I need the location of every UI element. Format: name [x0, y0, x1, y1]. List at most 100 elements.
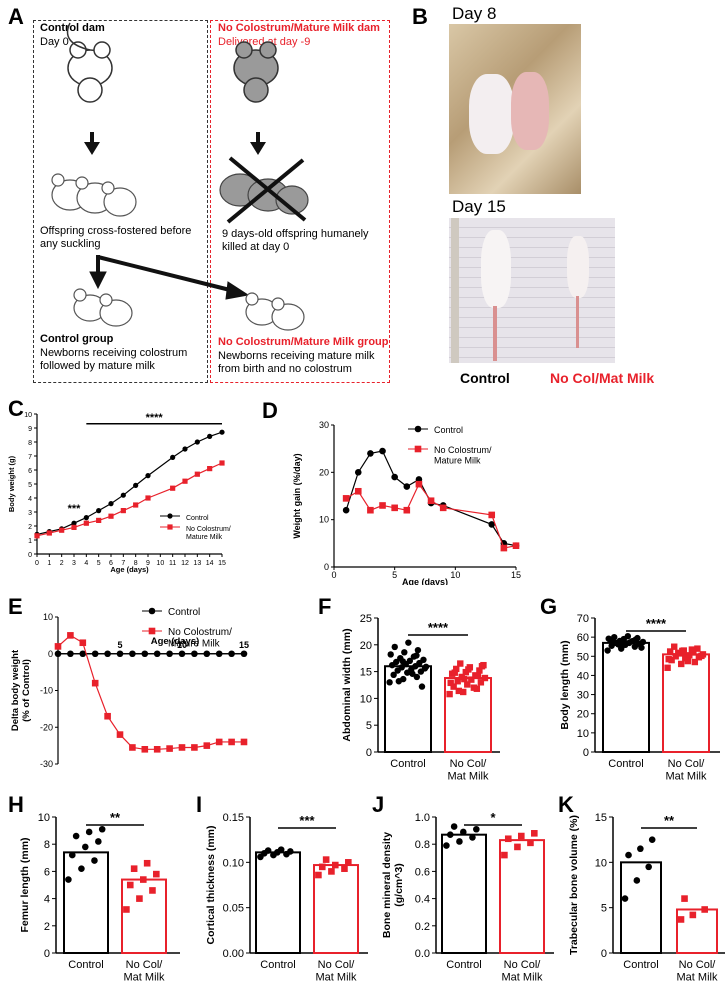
data-point: [139, 876, 147, 883]
data-point: [219, 460, 225, 466]
bar: [499, 839, 545, 954]
control-group-desc: Newborns receiving colostrum followed by…: [40, 347, 188, 372]
x-tick-label: 11: [169, 560, 176, 567]
x-axis-label: Age (days): [110, 565, 149, 574]
chart-h: 0 2 4 6 8 10 Femur length (mm) Control No Col/Ma…: [19, 810, 180, 984]
data-point: [342, 495, 350, 502]
y-tick-label: 0: [44, 948, 50, 960]
y-axis-label: Bone mineral density(g/cm^3): [381, 832, 405, 938]
y-tick-label: 8: [44, 839, 50, 851]
data-point: [689, 911, 697, 919]
data-point: [391, 643, 398, 651]
y-tick-label: 20: [360, 640, 372, 652]
data-point: [675, 649, 682, 657]
data-point: [504, 835, 512, 843]
legend-label: Control: [434, 425, 463, 435]
data-point: [228, 738, 235, 746]
y-axis-label: Body length (mm): [559, 640, 571, 729]
bar: [602, 641, 650, 754]
x-tick-label: 0: [331, 570, 336, 580]
data-point: [331, 861, 339, 869]
significance-label: ****: [146, 412, 164, 424]
control-dam-day: Day 0: [40, 36, 69, 48]
killed-text: 9 days-old offspring humanely killed at …: [222, 228, 369, 253]
category-label: Control: [623, 959, 658, 971]
data-point: [85, 828, 93, 836]
data-point: [488, 521, 496, 528]
data-point: [322, 856, 330, 863]
data-point: [514, 843, 521, 851]
x-tick-label: 2: [60, 560, 64, 567]
data-point: [141, 746, 149, 753]
data-point: [679, 647, 686, 655]
data-point: [403, 506, 411, 514]
x-tick-label: 10: [450, 570, 460, 580]
y-tick-label: 0.6: [415, 866, 430, 878]
data-point: [665, 655, 672, 663]
series-line: [345, 450, 517, 547]
data-point: [604, 647, 611, 654]
data-point: [666, 648, 674, 655]
category-label: Control: [68, 959, 103, 971]
panel-label-d: D: [262, 398, 278, 423]
data-point: [379, 447, 386, 455]
data-point: [465, 666, 472, 673]
y-tick-label: 2: [28, 524, 32, 531]
data-point: [446, 831, 454, 838]
data-point: [166, 650, 173, 658]
x-tick-label: 5: [97, 560, 101, 567]
legend-marker: [148, 627, 156, 635]
data-point: [153, 746, 161, 753]
chart-g: 0 10 20 30 40 50 60 70 Body length (mm) Control No…: [559, 613, 720, 783]
data-point: [129, 744, 136, 751]
x-tick-label: 1: [47, 560, 51, 567]
y-axis-label: Femur length (mm): [19, 837, 31, 932]
data-point: [478, 663, 486, 670]
significance-label: *: [490, 810, 496, 825]
y-tick-label: 6: [44, 866, 50, 878]
data-point: [341, 865, 348, 872]
mouse-offspring-control-icon: [51, 173, 137, 217]
x-tick-label: 13: [193, 560, 201, 567]
day15-label: Day 15: [452, 197, 506, 216]
legend-label: No Colostrum/Mature Milk: [186, 526, 231, 541]
y-tick-label: 5: [366, 720, 372, 732]
data-point: [98, 825, 106, 833]
mouse-dam-control-icon: [66, 22, 113, 103]
data-point: [401, 649, 408, 656]
data-point: [517, 832, 525, 840]
data-point: [645, 863, 652, 871]
mouse-group-ncm-icon: [245, 292, 305, 331]
data-point: [609, 639, 616, 646]
data-point: [178, 744, 186, 751]
bar: [676, 908, 718, 955]
data-point: [473, 825, 480, 833]
ncm-dam-title: No Colostrum/Mature Milk dam: [218, 22, 380, 34]
data-point: [481, 674, 489, 682]
y-tick-label: 1.0: [415, 812, 430, 824]
y-axis-label: Delta body weight(% of Control): [10, 649, 32, 731]
data-point: [136, 895, 143, 902]
y-tick-label: 10: [43, 612, 53, 622]
y-tick-label: 6: [28, 468, 32, 475]
data-point: [469, 834, 476, 841]
data-point: [79, 650, 87, 658]
x-tick-label: 12: [181, 560, 189, 567]
x-tick-label: 15: [511, 570, 521, 580]
data-point: [457, 660, 464, 667]
tail-control: [493, 306, 497, 361]
legend-label: No Colostrum/Mature Milk: [168, 627, 232, 650]
data-point: [415, 480, 423, 488]
data-point: [633, 877, 641, 884]
data-point: [240, 650, 248, 658]
data-point: [72, 832, 80, 840]
data-point: [116, 650, 124, 658]
x-tick-label: 7: [121, 560, 125, 567]
x-tick-label: 14: [206, 560, 214, 567]
data-point: [126, 881, 134, 889]
data-point: [83, 515, 89, 521]
data-point: [96, 508, 102, 514]
data-point: [409, 670, 416, 677]
data-point: [403, 483, 411, 490]
data-point: [207, 466, 213, 472]
